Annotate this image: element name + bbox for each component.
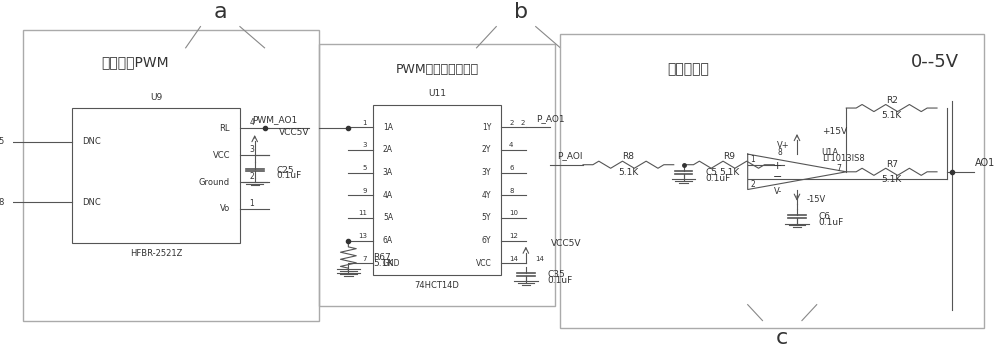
Text: V+: V+ xyxy=(776,141,789,150)
Text: 光纤接收PWM: 光纤接收PWM xyxy=(102,55,169,69)
Text: VCC5V: VCC5V xyxy=(550,239,581,248)
Text: 0.1uF: 0.1uF xyxy=(548,276,573,285)
Text: 4A: 4A xyxy=(383,191,393,200)
Text: P_AOI: P_AOI xyxy=(557,151,583,160)
Text: 2A: 2A xyxy=(383,145,393,155)
Text: PWM信号整形与反相: PWM信号整形与反相 xyxy=(396,63,479,75)
Text: 1: 1 xyxy=(249,199,254,208)
Text: VCC: VCC xyxy=(476,259,491,268)
Text: LT1013IS8: LT1013IS8 xyxy=(822,154,864,163)
Text: 74HCT14D: 74HCT14D xyxy=(415,281,460,290)
Text: 2: 2 xyxy=(509,120,513,126)
Text: 6Y: 6Y xyxy=(482,236,491,245)
Text: −: − xyxy=(773,172,782,182)
Text: 5.1K: 5.1K xyxy=(373,260,393,268)
Text: 5: 5 xyxy=(363,165,367,171)
Text: 4Y: 4Y xyxy=(482,191,491,200)
Text: c: c xyxy=(776,328,788,348)
Text: 5: 5 xyxy=(0,137,3,146)
Text: R7: R7 xyxy=(886,159,898,168)
Text: 1: 1 xyxy=(363,120,367,126)
Bar xyxy=(319,44,555,307)
Text: 6A: 6A xyxy=(383,236,393,245)
Text: Ground: Ground xyxy=(199,178,230,187)
Text: 5.1K: 5.1K xyxy=(618,168,639,177)
Bar xyxy=(373,105,501,274)
Text: b: b xyxy=(514,2,528,22)
Text: 7: 7 xyxy=(363,256,367,262)
Text: a: a xyxy=(213,2,227,22)
Text: 0--5V: 0--5V xyxy=(911,53,959,71)
Text: 二阶滤波器: 二阶滤波器 xyxy=(668,62,709,76)
Text: AO1: AO1 xyxy=(974,158,995,168)
Text: U9: U9 xyxy=(150,93,162,102)
Text: 0.1uF: 0.1uF xyxy=(276,171,302,180)
Text: C6: C6 xyxy=(819,212,831,221)
Text: 14: 14 xyxy=(509,256,518,262)
Text: 5.1K: 5.1K xyxy=(719,168,739,177)
Text: C25: C25 xyxy=(276,166,294,174)
Text: 10: 10 xyxy=(509,210,518,216)
Text: 8: 8 xyxy=(777,148,782,157)
Text: VCC5V: VCC5V xyxy=(279,128,310,137)
Text: Vo: Vo xyxy=(220,204,230,214)
Text: RL: RL xyxy=(220,124,230,133)
Text: VCC: VCC xyxy=(213,151,230,159)
Text: R8: R8 xyxy=(622,152,634,161)
Text: 8: 8 xyxy=(0,198,3,207)
Text: 13: 13 xyxy=(358,233,367,239)
Text: 3Y: 3Y xyxy=(482,168,491,177)
Text: 4: 4 xyxy=(249,119,254,127)
Text: 0.1uF: 0.1uF xyxy=(819,218,844,227)
Text: U11: U11 xyxy=(428,89,446,98)
Text: DNC: DNC xyxy=(82,198,101,207)
Text: -15V: -15V xyxy=(807,195,826,204)
Text: U1A: U1A xyxy=(822,148,839,157)
Text: 7: 7 xyxy=(836,164,841,173)
Text: HFBR-2521Z: HFBR-2521Z xyxy=(130,249,182,258)
Bar xyxy=(72,108,240,243)
Bar xyxy=(23,30,319,320)
Text: 8: 8 xyxy=(509,188,514,194)
Text: 5Y: 5Y xyxy=(482,213,491,222)
Text: 5A: 5A xyxy=(383,213,393,222)
Text: +: + xyxy=(773,162,782,172)
Text: 11: 11 xyxy=(358,210,367,216)
Text: GND: GND xyxy=(383,259,400,268)
Text: V-: V- xyxy=(774,187,782,196)
Text: +15V: +15V xyxy=(822,127,847,136)
Text: C35: C35 xyxy=(548,270,565,279)
Text: PWM_AO1: PWM_AO1 xyxy=(252,115,297,124)
Text: 3: 3 xyxy=(249,145,254,155)
Text: 3A: 3A xyxy=(383,168,393,177)
Text: 6: 6 xyxy=(509,165,514,171)
Text: P_AO1: P_AO1 xyxy=(536,114,565,123)
Text: 1A: 1A xyxy=(383,123,393,132)
Text: 2: 2 xyxy=(521,120,525,126)
Text: 5.1K: 5.1K xyxy=(882,175,902,184)
Text: 2: 2 xyxy=(249,172,254,181)
Text: DNC: DNC xyxy=(82,137,101,146)
Bar xyxy=(560,34,984,328)
Text: 1Y: 1Y xyxy=(482,123,491,132)
Text: 1: 1 xyxy=(750,155,755,164)
Text: 9: 9 xyxy=(363,188,367,194)
Text: R2: R2 xyxy=(886,96,898,105)
Text: 2Y: 2Y xyxy=(482,145,491,155)
Text: R67: R67 xyxy=(373,253,391,262)
Text: 2: 2 xyxy=(750,180,755,189)
Text: C5: C5 xyxy=(705,168,717,177)
Text: 12: 12 xyxy=(509,233,518,239)
Text: R9: R9 xyxy=(723,152,735,161)
Text: 4: 4 xyxy=(509,142,513,148)
Text: 14: 14 xyxy=(536,256,545,262)
Text: 3: 3 xyxy=(363,142,367,148)
Text: 5.1K: 5.1K xyxy=(882,111,902,120)
Text: 0.1uF: 0.1uF xyxy=(705,174,731,183)
